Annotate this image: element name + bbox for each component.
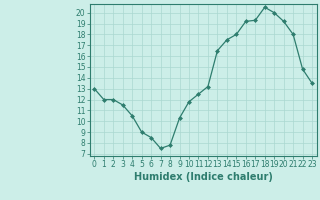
X-axis label: Humidex (Indice chaleur): Humidex (Indice chaleur) (134, 172, 273, 182)
